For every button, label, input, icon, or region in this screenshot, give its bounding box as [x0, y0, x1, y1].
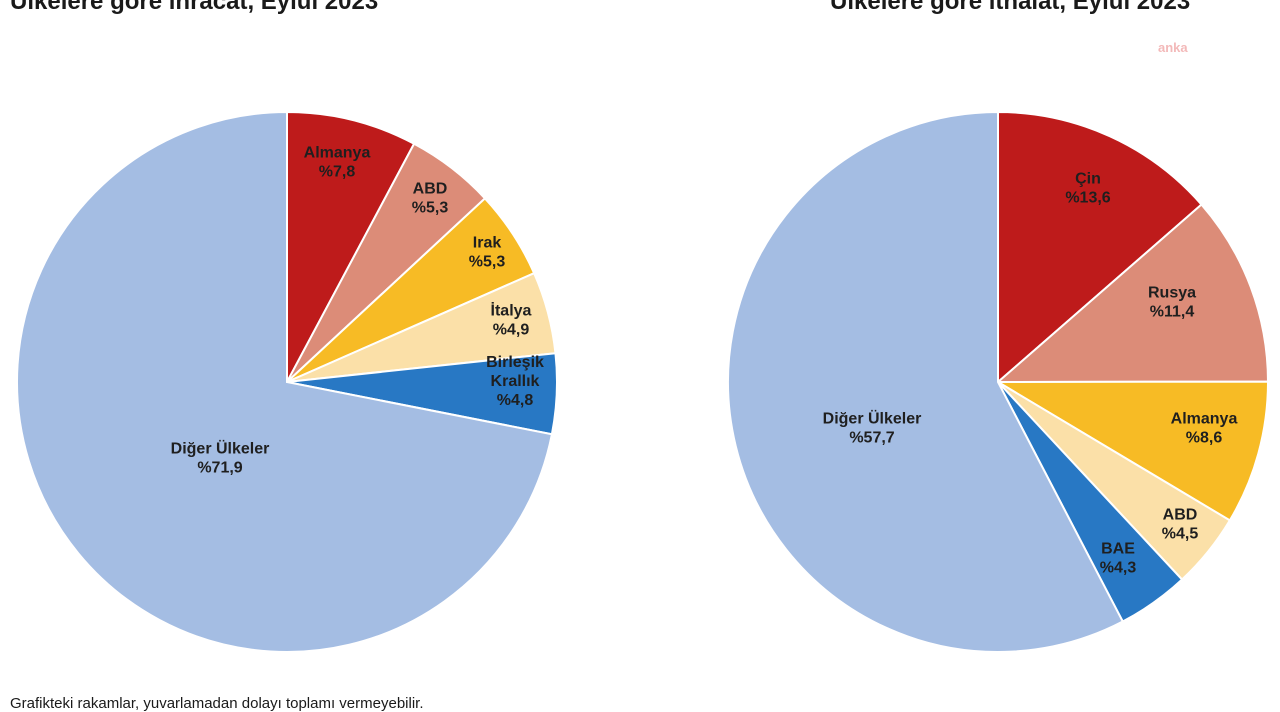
footnote: Grafikteki rakamlar, yuvarlamadan dolayı… [10, 695, 424, 712]
slice-label-0-5: Diğer Ülkeler %71,9 [171, 439, 270, 477]
slice-label-1-3: ABD %4,5 [1162, 507, 1199, 543]
import-pie-chart: Çin %13,6 Rusya %11,4 Almanya %8,6 ABD %4,5 BAE%… [727, 110, 1270, 653]
slice-label-0-2: Irak %5,3 [469, 235, 506, 271]
slice-label-1-5: Diğer Ülkeler %57,7 [823, 409, 922, 447]
slice-label-0-0: Almanya %7,8 [304, 145, 371, 181]
slice-label-1-1: Rusya %11,4 [1148, 285, 1196, 321]
slice-label-1-4: BAE %4,3 [1100, 541, 1137, 577]
slice-label-0-3: İtalya %4,9 [491, 302, 532, 339]
pie-slice-0-5 [16, 110, 554, 653]
export-pie-chart: Almanya %7,8 ABD %5,3 Irak %5,3 İtalya %4,9 Birl… [16, 110, 558, 653]
slice-label-0-1: ABD %5,3 [412, 181, 449, 217]
pie-slice-1-0 [997, 110, 1203, 385]
pie-slice-1-5 [727, 110, 1125, 653]
pie-slice-1-1 [995, 203, 1270, 384]
watermark: anka [1158, 40, 1188, 55]
import-chart-title: Ülkelere göre ithalat, Eylül 2023 [830, 0, 1191, 15]
pie-slice-1-2 [994, 380, 1270, 522]
slice-label-1-0: Çin %13,6 [1065, 171, 1110, 207]
pie-slice-0-0 [286, 110, 416, 383]
export-chart-title: Ülkelere göre ihracat, Eylül 2023 [10, 0, 379, 15]
slice-label-0-4: Birleşik Krallık %4,8 [486, 354, 544, 409]
slice-label-1-2: Almanya %8,6 [1171, 411, 1238, 447]
